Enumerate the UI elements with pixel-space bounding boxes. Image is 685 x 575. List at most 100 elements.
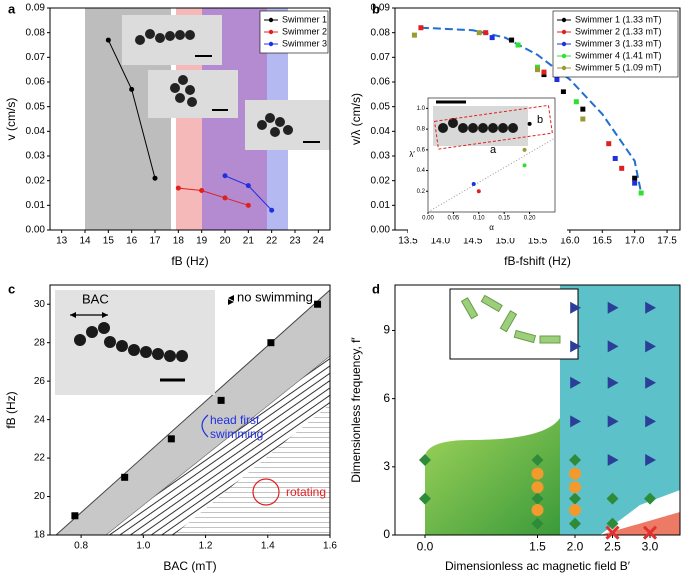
marker <box>619 165 625 171</box>
y-tick-label: 0.2 <box>417 189 426 195</box>
x-axis-label: Dimensionless ac magnetic field B′ <box>445 559 631 573</box>
y-axis-label: v/λ (cm/s) <box>349 93 363 145</box>
panel-label: a <box>8 1 16 16</box>
marker <box>645 376 656 389</box>
x-tick-label: 17.0 <box>625 236 645 247</box>
plot-frame <box>49 7 331 231</box>
x-tick-label: 20 <box>219 236 231 247</box>
marker <box>522 147 527 152</box>
x-tick-label: 14 <box>79 236 91 247</box>
legend-label: Swimmer 5 (1.09 mT) <box>575 62 662 72</box>
marker <box>531 454 544 466</box>
y-tick-label: 0.07 <box>26 52 46 63</box>
swimmer-bead <box>508 123 518 133</box>
marker <box>531 467 544 480</box>
swimmer-bead <box>478 123 488 133</box>
panel-label: c <box>8 281 15 296</box>
y-tick-label: 0.09 <box>371 3 391 14</box>
marker <box>570 415 581 428</box>
marker <box>607 301 619 314</box>
x-tick-label: 2.0 <box>567 540 584 554</box>
y-tick-label: 26 <box>34 376 46 387</box>
marker <box>222 195 228 201</box>
x-tick-label: 16.5 <box>593 236 613 247</box>
inset-image <box>122 15 330 150</box>
x-tick-label: 0.05 <box>448 216 460 222</box>
marker <box>632 180 638 186</box>
swimmer-bead <box>488 123 498 133</box>
annotation: swimming <box>210 427 263 441</box>
series-line <box>178 187 249 206</box>
marker <box>606 141 612 147</box>
y-tick-label: 0.6 <box>417 147 426 153</box>
marker <box>541 69 547 75</box>
y-tick-label: 0.06 <box>371 77 391 88</box>
marker <box>418 25 424 31</box>
x-tick-label: 13.5 <box>398 236 418 247</box>
marker <box>645 454 656 466</box>
marker <box>245 183 251 189</box>
marker <box>476 30 482 36</box>
marker <box>573 99 579 105</box>
y-tick-label: 0.01 <box>371 200 391 211</box>
y-tick-label: 20 <box>34 491 46 502</box>
swimmer-bead <box>438 123 448 133</box>
annotation: rotating <box>286 485 326 499</box>
marker <box>535 67 540 73</box>
x-tick-label: 0.0 <box>417 540 434 554</box>
y-tick-label: 22 <box>34 453 46 464</box>
y-tick-label: 0.06 <box>26 77 46 88</box>
marker <box>483 30 489 36</box>
marker <box>607 376 619 389</box>
marker <box>531 481 544 494</box>
swimmer-bead <box>498 123 508 133</box>
marker <box>642 525 658 540</box>
legend-label: Swimmer 3 (1.33 mT) <box>575 38 662 48</box>
x-tick-label: 15.5 <box>528 236 548 247</box>
x-tick-label: 1.4 <box>261 541 275 552</box>
marker <box>267 339 275 347</box>
x-tick-label: 14.0 <box>431 236 451 247</box>
x-tick-label: 1.6 <box>323 541 337 552</box>
marker <box>531 492 544 505</box>
inset-x-label: α <box>489 223 494 232</box>
marker <box>645 301 656 314</box>
marker <box>269 207 275 213</box>
y-tick-label: 24 <box>34 414 46 425</box>
x-tick-label: 23 <box>289 236 301 247</box>
phase-regions <box>55 289 331 536</box>
y-tick-label: 9 <box>383 323 390 337</box>
legend-swatch <box>561 17 567 23</box>
inset-frame <box>427 97 556 213</box>
x-tick-label: 14.5 <box>463 236 483 247</box>
legend-swatch <box>561 65 567 71</box>
legend-label: Swimmer 3 <box>282 38 327 48</box>
marker <box>560 89 566 95</box>
marker <box>606 492 619 505</box>
marker <box>419 454 431 466</box>
marker <box>121 473 129 481</box>
swimmer-bead <box>458 123 468 133</box>
legend-swatch <box>561 53 567 59</box>
marker <box>314 300 322 308</box>
y-tick-label: 0 <box>383 527 390 541</box>
marker <box>645 340 656 353</box>
swimmer-bead <box>468 123 478 133</box>
marker <box>569 454 581 466</box>
marker <box>129 86 135 92</box>
panel-label: d <box>372 281 380 296</box>
marker <box>167 435 175 443</box>
y-tick-label: 0.00 <box>371 225 391 236</box>
marker <box>222 173 228 179</box>
y-axis-label: fB (Hz) <box>4 391 18 428</box>
marker <box>411 32 417 38</box>
y-tick-label: 0.4 <box>417 168 426 174</box>
x-tick-label: 19 <box>196 236 208 247</box>
marker <box>580 116 586 122</box>
y-axis-label: Dimensionless frequency, f′ <box>349 337 363 483</box>
y-tick-label: 0.01 <box>26 200 46 211</box>
legend-label: Swimmer 1 <box>282 14 327 24</box>
inset-annotation: b <box>537 114 543 126</box>
legend-swatch <box>561 29 567 35</box>
reference-line <box>427 137 556 213</box>
